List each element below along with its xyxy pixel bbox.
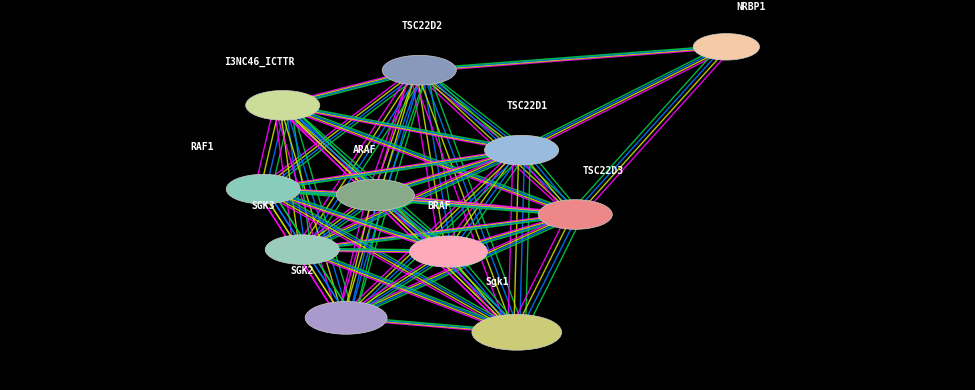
Ellipse shape [382,55,456,85]
Text: SGK2: SGK2 [291,266,314,276]
Text: Sgk1: Sgk1 [486,277,509,287]
Ellipse shape [305,301,387,334]
Text: SGK3: SGK3 [252,201,275,211]
Ellipse shape [246,90,320,120]
Text: TSC22D3: TSC22D3 [583,166,624,176]
Ellipse shape [693,34,760,60]
Ellipse shape [538,200,612,229]
Text: TSC22D1: TSC22D1 [507,101,548,111]
Ellipse shape [485,135,559,165]
Text: BRAF: BRAF [427,201,450,211]
Text: RAF1: RAF1 [190,142,214,152]
Text: NRBP1: NRBP1 [736,2,765,12]
Text: I3NC46_ICTTR: I3NC46_ICTTR [224,57,294,67]
Ellipse shape [472,314,562,350]
Ellipse shape [265,235,339,264]
Ellipse shape [226,174,300,204]
Ellipse shape [410,236,488,267]
Text: TSC22D2: TSC22D2 [402,21,443,31]
Ellipse shape [336,179,414,211]
Text: ARAF: ARAF [353,145,376,155]
